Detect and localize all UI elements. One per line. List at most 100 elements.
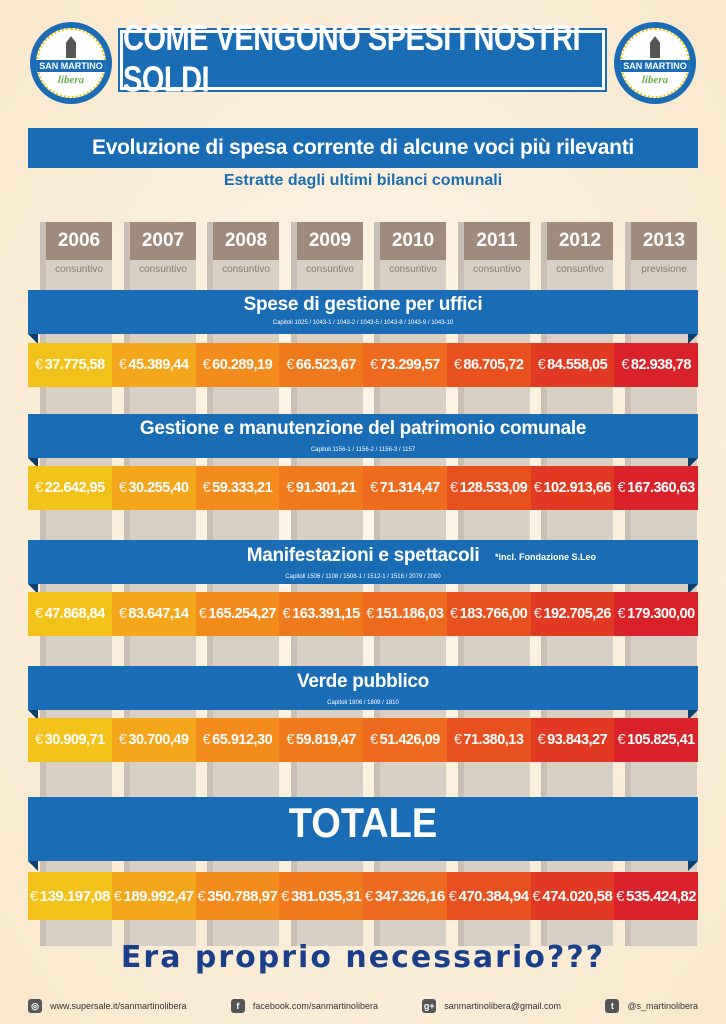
year-label: 2008 [213,222,279,260]
euro-symbol: € [35,732,43,748]
year-label: 2011 [464,222,530,260]
value-cell: €84.558,05 [530,343,615,387]
footer-email[interactable]: g+ sanmartinolibera@gmail.com [422,999,561,1013]
year-kind: consuntivo [389,264,437,275]
facebook-link[interactable]: facebook.com/sanmartinolibera [252,1001,378,1011]
value-row: €47.868,84 €83.647,14 €165.254,27 €163.391,… [28,592,698,636]
value-amount: 93.843,27 [547,732,608,748]
logo-sub: libera [641,74,669,86]
tower-icon [650,36,660,58]
value-cell: €183.766,00 [446,592,531,636]
euro-symbol: € [617,606,626,622]
euro-symbol: € [450,480,458,496]
value-cell: €93.843,27 [530,718,615,762]
value-amount: 30.700,49 [128,732,189,748]
footer-twitter[interactable]: t @s_martinolibera [605,999,698,1013]
euro-symbol: € [29,887,38,905]
page-title: COME VENGONO SPESI I NOSTRI SOLDI [123,18,581,100]
value-cell: €30.909,71 [28,718,112,762]
year-kind: previsione [641,264,687,275]
euro-symbol: € [202,357,211,373]
euro-symbol: € [281,887,289,905]
total-amount: 347.326,16 [374,887,446,905]
category-band: Gestione e manutenzione del patrimonio c… [28,414,698,468]
category-title: Verde pubblico [297,671,429,692]
euro-symbol: € [113,887,122,905]
value-cell: €37.775,58 [28,343,112,387]
value-amount: 183.766,00 [459,606,528,622]
value-amount: 45.389,44 [128,357,189,373]
value-row: €30.909,71 €30.700,49 €65.912,30 €59.819,47… [28,718,698,762]
value-amount: 59.819,47 [295,732,357,748]
total-amount: 381.035,31 [291,887,362,905]
value-cell: €71.314,47 [363,466,447,510]
euro-symbol: € [286,732,294,748]
total-cell: €189.992,47 [111,872,196,920]
value-amount: 151.186,03 [375,606,444,622]
total-amount: 189.992,47 [123,887,195,905]
logo-name: SAN MARTINO [620,60,690,72]
total-amount: 350.788,97 [207,887,278,905]
value-cell: €86.705,72 [446,343,531,387]
euro-symbol: € [118,732,127,748]
value-cell: €45.389,44 [111,343,196,387]
euro-symbol: € [35,480,43,496]
euro-symbol: € [202,480,211,496]
value-cell: €51.426,09 [363,718,447,762]
euro-symbol: € [450,606,458,622]
euro-symbol: € [370,357,378,373]
year-kind: consuntivo [222,264,270,275]
euro-symbol: € [370,732,378,748]
total-amount: 470.384,94 [458,887,530,905]
value-cell: €73.299,57 [363,343,447,387]
category-capitoli: Capitoli 1506 / 1108 / 1508-1 / 1512-1 /… [285,574,441,580]
euro-symbol: € [537,357,546,373]
value-amount: 83.647,14 [128,606,189,622]
euro-symbol: € [370,480,378,496]
email-link[interactable]: sanmartinolibera@gmail.com [444,1001,561,1011]
value-cell: €102.913,66 [530,466,615,510]
year-label: 2007 [130,222,196,260]
value-amount: 47.868,84 [44,606,106,622]
euro-symbol: € [197,887,206,905]
value-cell: €82.938,78 [614,343,698,387]
value-amount: 82.938,78 [630,357,692,373]
year-label: 2012 [547,222,613,260]
value-cell: €30.255,40 [111,466,196,510]
value-cell: €192.705,26 [530,592,615,636]
year-kind: consuntivo [55,264,103,275]
totale-band: TOTALE [28,797,698,871]
logo-left: SAN MARTINO libera [30,22,112,104]
category-band: Verde pubblico Capitoli 1806 / 1809 / 181… [28,666,698,720]
footer-facebook[interactable]: f facebook.com/sanmartinolibera [230,999,378,1013]
euro-symbol: € [118,606,127,622]
category-capitoli: Capitoli 1156-1 / 1156-2 / 1156-3 / 1157 [310,447,416,453]
year-label: 2006 [46,222,112,260]
euro-symbol: € [621,357,629,373]
value-amount: 86.705,72 [463,357,524,373]
website-link[interactable]: www.supersale.it/sanmartinolibera [50,1001,187,1011]
year-label: 2010 [380,222,446,260]
value-cell: €179.300,00 [614,592,698,636]
year-label: 2013 [631,222,697,260]
value-cell: €105.825,41 [614,718,698,762]
total-cell: €381.035,31 [279,872,363,920]
footer-website[interactable]: ◎ www.supersale.it/sanmartinolibera [28,999,187,1013]
twitter-icon: t [605,999,620,1013]
value-cell: €128.533,09 [446,466,531,510]
value-cell: €83.647,14 [111,592,196,636]
title-banner: COME VENGONO SPESI I NOSTRI SOLDI [120,19,605,100]
euro-symbol: € [532,887,541,905]
value-amount: 91.301,21 [295,480,357,496]
value-row: €22.642,95 €30.255,40 €59.333,21 €91.301,21… [28,466,698,510]
twitter-link[interactable]: @s_martinolibera [627,1001,698,1011]
total-cell: €535.424,82 [614,872,698,920]
category-title: Gestione e manutenzione del patrimonio c… [139,418,587,439]
total-cell: €474.020,58 [530,872,615,920]
value-amount: 163.391,15 [292,606,360,622]
subtitle-bar: Evoluzione di spesa corrente di alcune v… [28,128,698,168]
facebook-icon: f [230,999,245,1013]
value-amount: 37.775,58 [44,357,106,373]
euro-symbol: € [617,732,626,748]
